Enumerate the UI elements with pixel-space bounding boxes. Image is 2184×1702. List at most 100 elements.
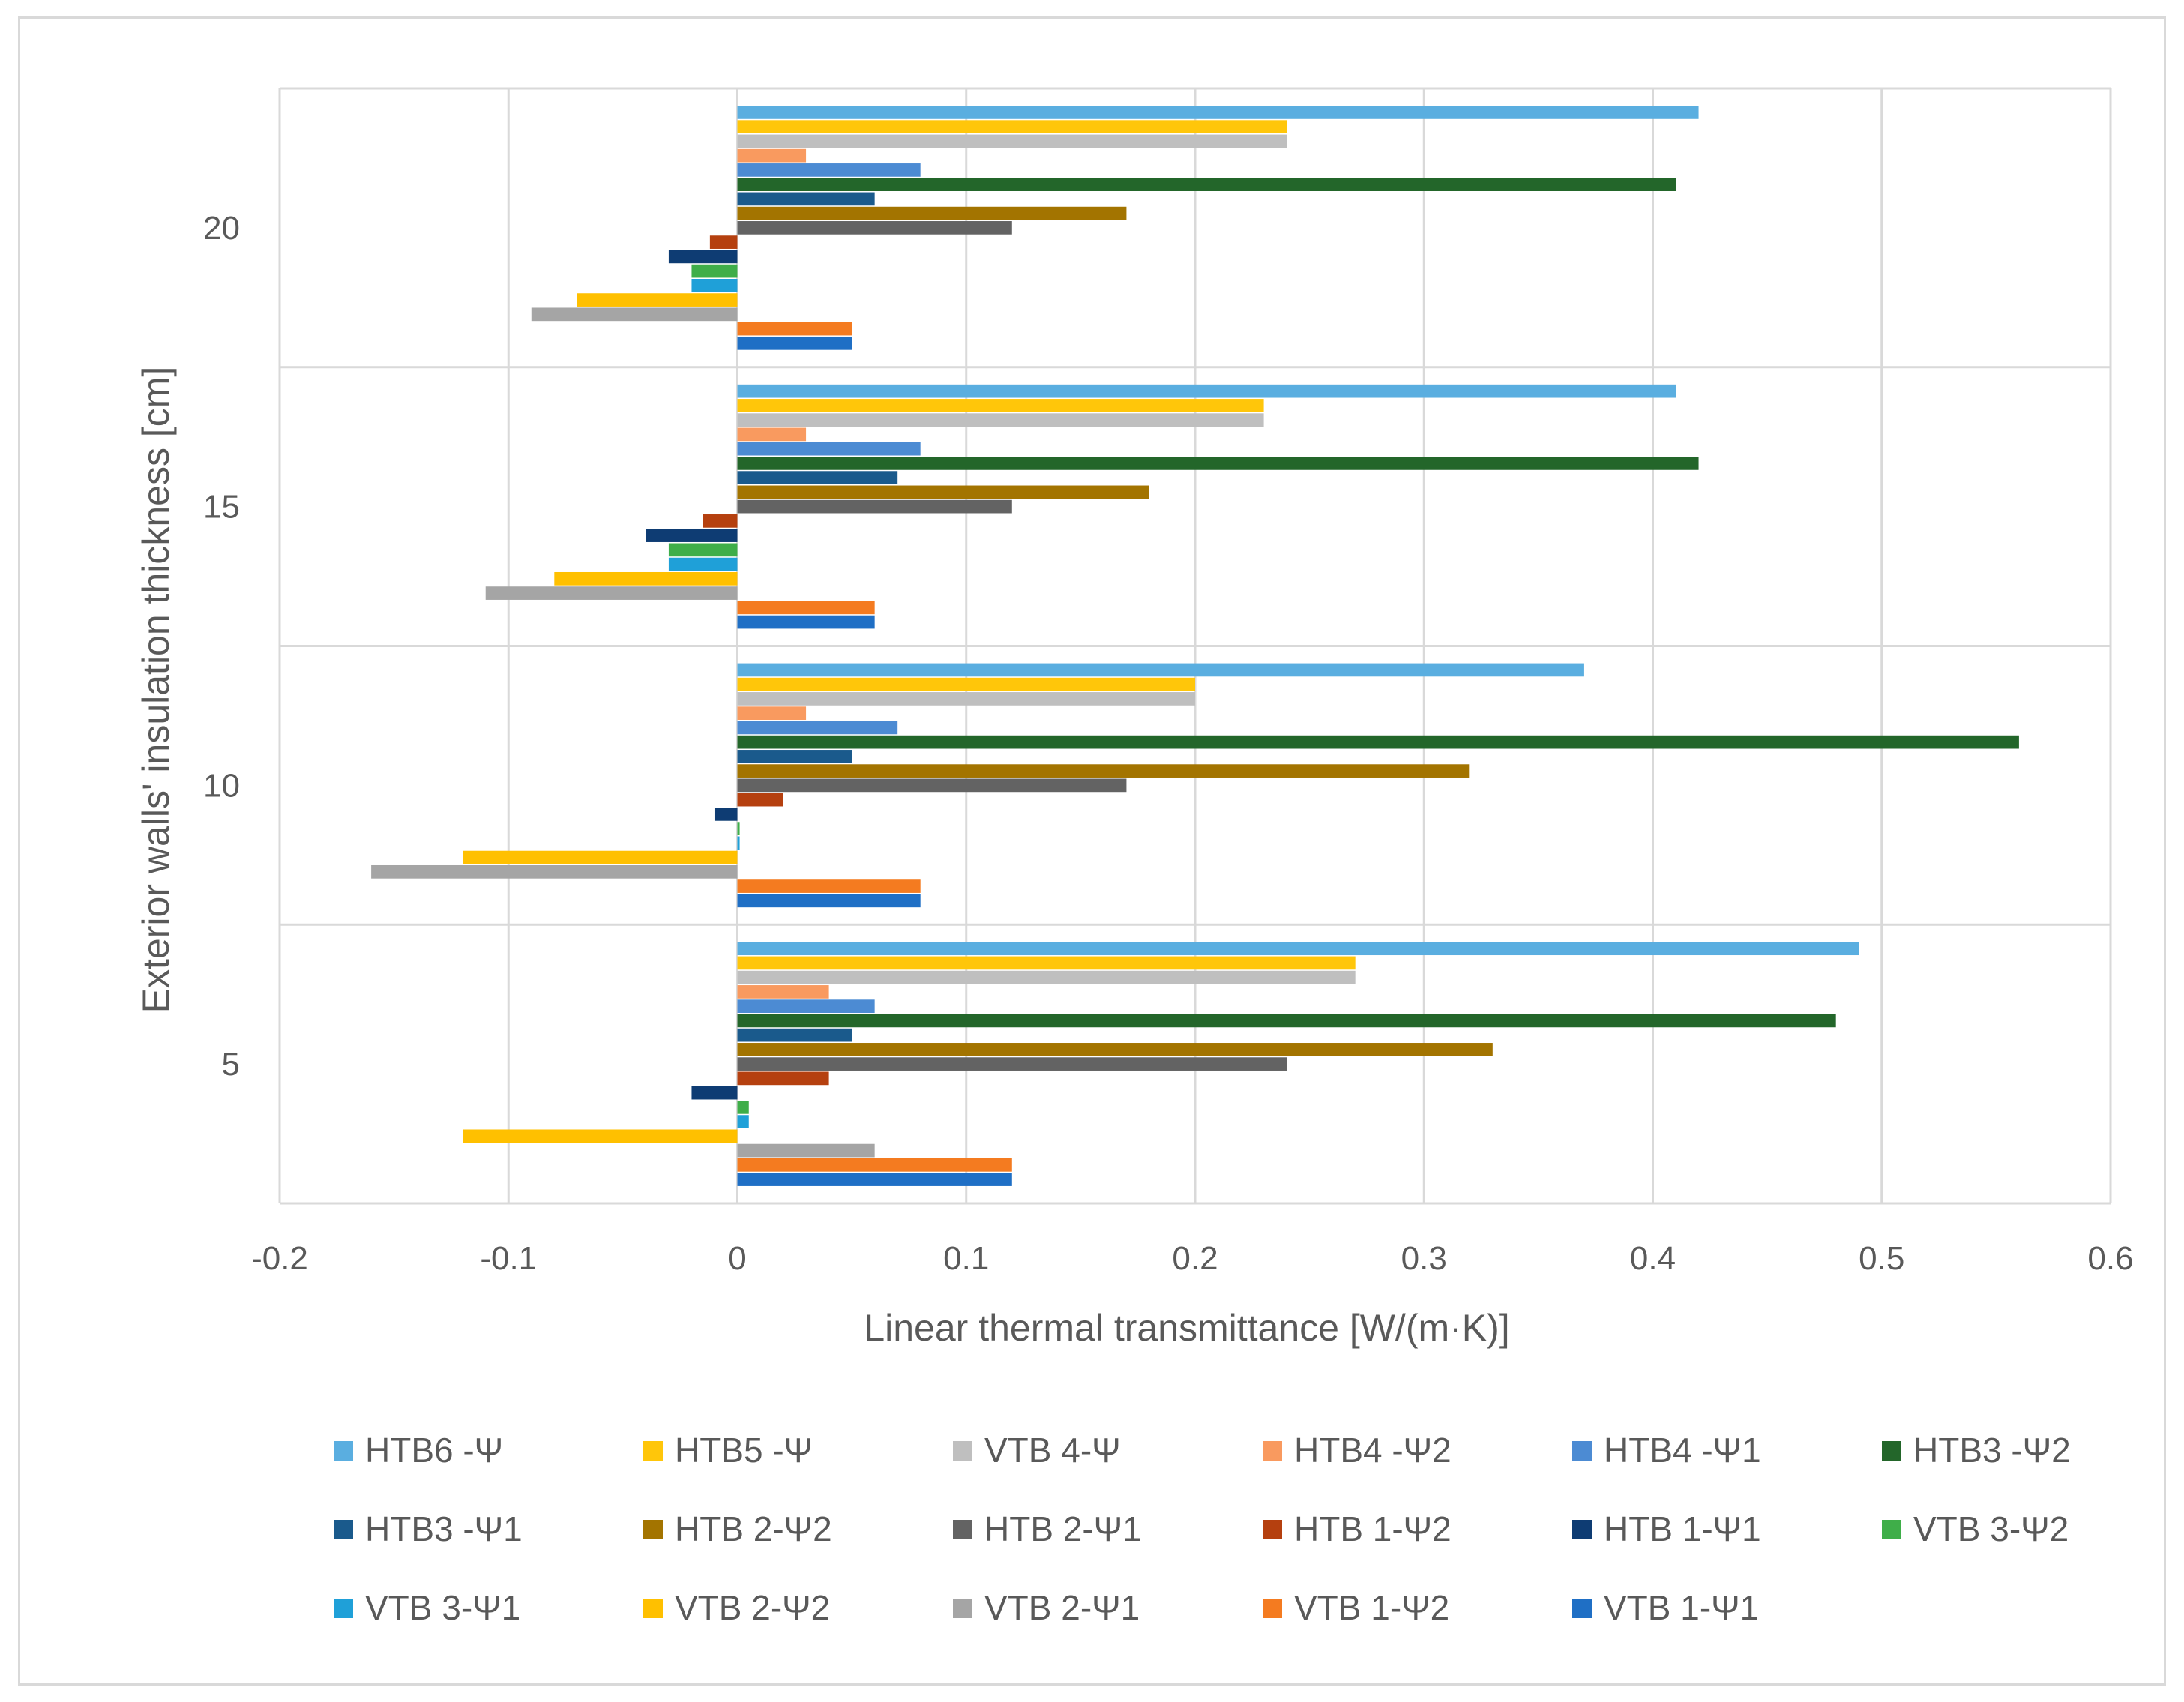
bar-HTB5-Ψ-10 xyxy=(737,677,1195,691)
legend-label: HTB6 -Ψ xyxy=(365,1431,503,1470)
legend-label: HTB4 -Ψ2 xyxy=(1294,1431,1452,1470)
bar-HTB1-Ψ1-20 xyxy=(668,250,738,264)
legend-swatch xyxy=(643,1599,663,1618)
legend-label: VTB 2-Ψ2 xyxy=(675,1588,830,1627)
legend-item: HTB4 -Ψ1 xyxy=(1572,1431,1761,1470)
bar-HTB4-Ψ1-15 xyxy=(737,442,921,456)
legend-label: VTB 2-Ψ1 xyxy=(984,1588,1140,1627)
legend-item: HTB6 -Ψ xyxy=(334,1431,503,1470)
legend-item: VTB 1-Ψ2 xyxy=(1263,1588,1449,1627)
bar-HTB2-Ψ1-20 xyxy=(737,221,1012,235)
y-tick-label: 20 xyxy=(203,210,240,247)
x-axis-title: Linear thermal transmittance [W/(m·K)] xyxy=(864,1307,1509,1349)
legend-label: VTB 1-Ψ2 xyxy=(1294,1588,1449,1627)
chart-frame xyxy=(18,16,2166,1686)
y-axis-title: Exterior walls' insulation thickness [cm… xyxy=(135,367,177,1014)
legend-item: HTB3 -Ψ2 xyxy=(1882,1431,2071,1470)
legend-swatch xyxy=(953,1599,972,1618)
bar-HTB1-Ψ2-15 xyxy=(703,514,738,528)
bar-HTB3-Ψ1-15 xyxy=(737,471,898,484)
legend-swatch xyxy=(643,1520,663,1539)
legend-item: VTB 2-Ψ2 xyxy=(643,1588,830,1627)
x-tick-label: 0 xyxy=(728,1240,746,1277)
bar-HTB2-Ψ1-15 xyxy=(737,499,1012,514)
legend-label: HTB3 -Ψ2 xyxy=(1913,1431,2071,1470)
x-tick-label: 0.2 xyxy=(1172,1240,1218,1277)
bar-VTB1-Ψ2-20 xyxy=(737,322,852,336)
bar-HTB1-Ψ2-5 xyxy=(737,1071,829,1086)
bar-VTB1-Ψ2-5 xyxy=(737,1158,1012,1172)
bar-VTB2-Ψ2-10 xyxy=(463,850,738,864)
bar-HTB6-Ψ-10 xyxy=(737,663,1584,677)
bar-VTB2-Ψ2-5 xyxy=(463,1129,738,1143)
bar-VTB1-Ψ1-10 xyxy=(737,894,921,908)
bar-VTB1-Ψ2-10 xyxy=(737,879,921,893)
bars xyxy=(371,106,2019,1186)
bar-HTB4-Ψ2-15 xyxy=(737,427,807,442)
bar-VTB2-Ψ1-20 xyxy=(531,307,738,322)
bar-HTB2-Ψ2-5 xyxy=(737,1043,1493,1056)
bar-HTB4-Ψ1-5 xyxy=(737,999,875,1014)
bar-VTB1-Ψ1-15 xyxy=(737,615,875,629)
legend: HTB6 -Ψ HTB5 -Ψ VTB 4-Ψ HTB4 -Ψ2 HTB4 -Ψ1 HTB… xyxy=(334,1431,2071,1627)
legend-item: HTB5 -Ψ xyxy=(643,1431,813,1470)
bar-HTB4-Ψ2-10 xyxy=(737,706,807,721)
legend-item: HTB3 -Ψ1 xyxy=(334,1509,523,1548)
legend-label: HTB 2-Ψ2 xyxy=(675,1509,832,1548)
bar-HTB1-Ψ1-5 xyxy=(691,1086,738,1100)
bar-HTB4-Ψ1-10 xyxy=(737,721,898,735)
y-tick-label: 15 xyxy=(203,489,240,526)
legend-label: VTB 3-Ψ1 xyxy=(365,1588,520,1627)
legend-label: VTB 4-Ψ xyxy=(984,1431,1121,1470)
y-axis-ticks: 5 10 15 20 xyxy=(203,210,240,1083)
legend-label: HTB 1-Ψ2 xyxy=(1294,1509,1452,1548)
bar-HTB6-Ψ-15 xyxy=(737,384,1676,398)
bar-HTB4-Ψ1-20 xyxy=(737,163,921,177)
x-tick-label: -0.1 xyxy=(480,1240,537,1277)
bar-HTB4-Ψ2-5 xyxy=(737,985,829,999)
legend-item: HTB4 -Ψ2 xyxy=(1263,1431,1452,1470)
bar-VTB4-Ψ-20 xyxy=(737,134,1287,148)
bar-HTB3-Ψ2-10 xyxy=(737,735,2019,749)
bar-HTB1-Ψ1-10 xyxy=(714,808,738,821)
legend-item: VTB 1-Ψ1 xyxy=(1572,1588,1759,1627)
bar-HTB2-Ψ1-10 xyxy=(737,778,1127,793)
legend-item: HTB 1-Ψ2 xyxy=(1263,1509,1452,1548)
bar-VTB3-Ψ1-15 xyxy=(668,557,738,571)
x-tick-label: 0.4 xyxy=(1630,1240,1676,1277)
legend-item: VTB 2-Ψ1 xyxy=(953,1588,1140,1627)
bar-HTB5-Ψ-20 xyxy=(737,120,1287,134)
bar-VTB4-Ψ-10 xyxy=(737,692,1195,706)
legend-swatch xyxy=(1263,1441,1282,1461)
bar-HTB1-Ψ2-10 xyxy=(737,793,783,807)
bar-HTB2-Ψ2-15 xyxy=(737,485,1149,499)
bar-HTB3-Ψ1-10 xyxy=(737,750,852,763)
bar-VTB4-Ψ-5 xyxy=(737,970,1356,984)
legend-label: VTB 3-Ψ2 xyxy=(1913,1509,2069,1548)
bar-HTB2-Ψ1-5 xyxy=(737,1057,1287,1071)
bar-HTB3-Ψ2-5 xyxy=(737,1014,1836,1028)
bar-HTB1-Ψ2-20 xyxy=(709,235,738,249)
bar-VTB2-Ψ2-15 xyxy=(554,571,738,586)
bar-VTB2-Ψ1-5 xyxy=(737,1143,875,1158)
x-tick-label: 0.6 xyxy=(2087,1240,2133,1277)
bar-HTB6-Ψ-20 xyxy=(737,106,1699,119)
legend-swatch xyxy=(1882,1520,1901,1539)
bar-HTB3-Ψ2-20 xyxy=(737,178,1676,191)
bar-HTB3-Ψ1-5 xyxy=(737,1028,852,1042)
legend-swatch xyxy=(1572,1520,1592,1539)
legend-item: HTB 2-Ψ2 xyxy=(643,1509,832,1548)
x-axis-ticks: -0.2 -0.1 0 0.1 0.2 0.3 0.4 0.5 0.6 xyxy=(251,1240,2134,1277)
bar-VTB2-Ψ1-10 xyxy=(371,864,738,879)
legend-swatch xyxy=(334,1599,353,1618)
legend-label: HTB4 -Ψ1 xyxy=(1604,1431,1761,1470)
x-tick-label: 0.5 xyxy=(1859,1240,1904,1277)
bar-VTB3-Ψ1-10 xyxy=(737,836,740,850)
legend-swatch xyxy=(953,1520,972,1539)
legend-swatch xyxy=(1572,1441,1592,1461)
bar-VTB3-Ψ2-5 xyxy=(737,1101,749,1114)
legend-label: HTB5 -Ψ xyxy=(675,1431,813,1470)
legend-label: HTB 1-Ψ1 xyxy=(1604,1509,1761,1548)
legend-item: VTB 3-Ψ2 xyxy=(1882,1509,2069,1548)
legend-swatch xyxy=(334,1520,353,1539)
